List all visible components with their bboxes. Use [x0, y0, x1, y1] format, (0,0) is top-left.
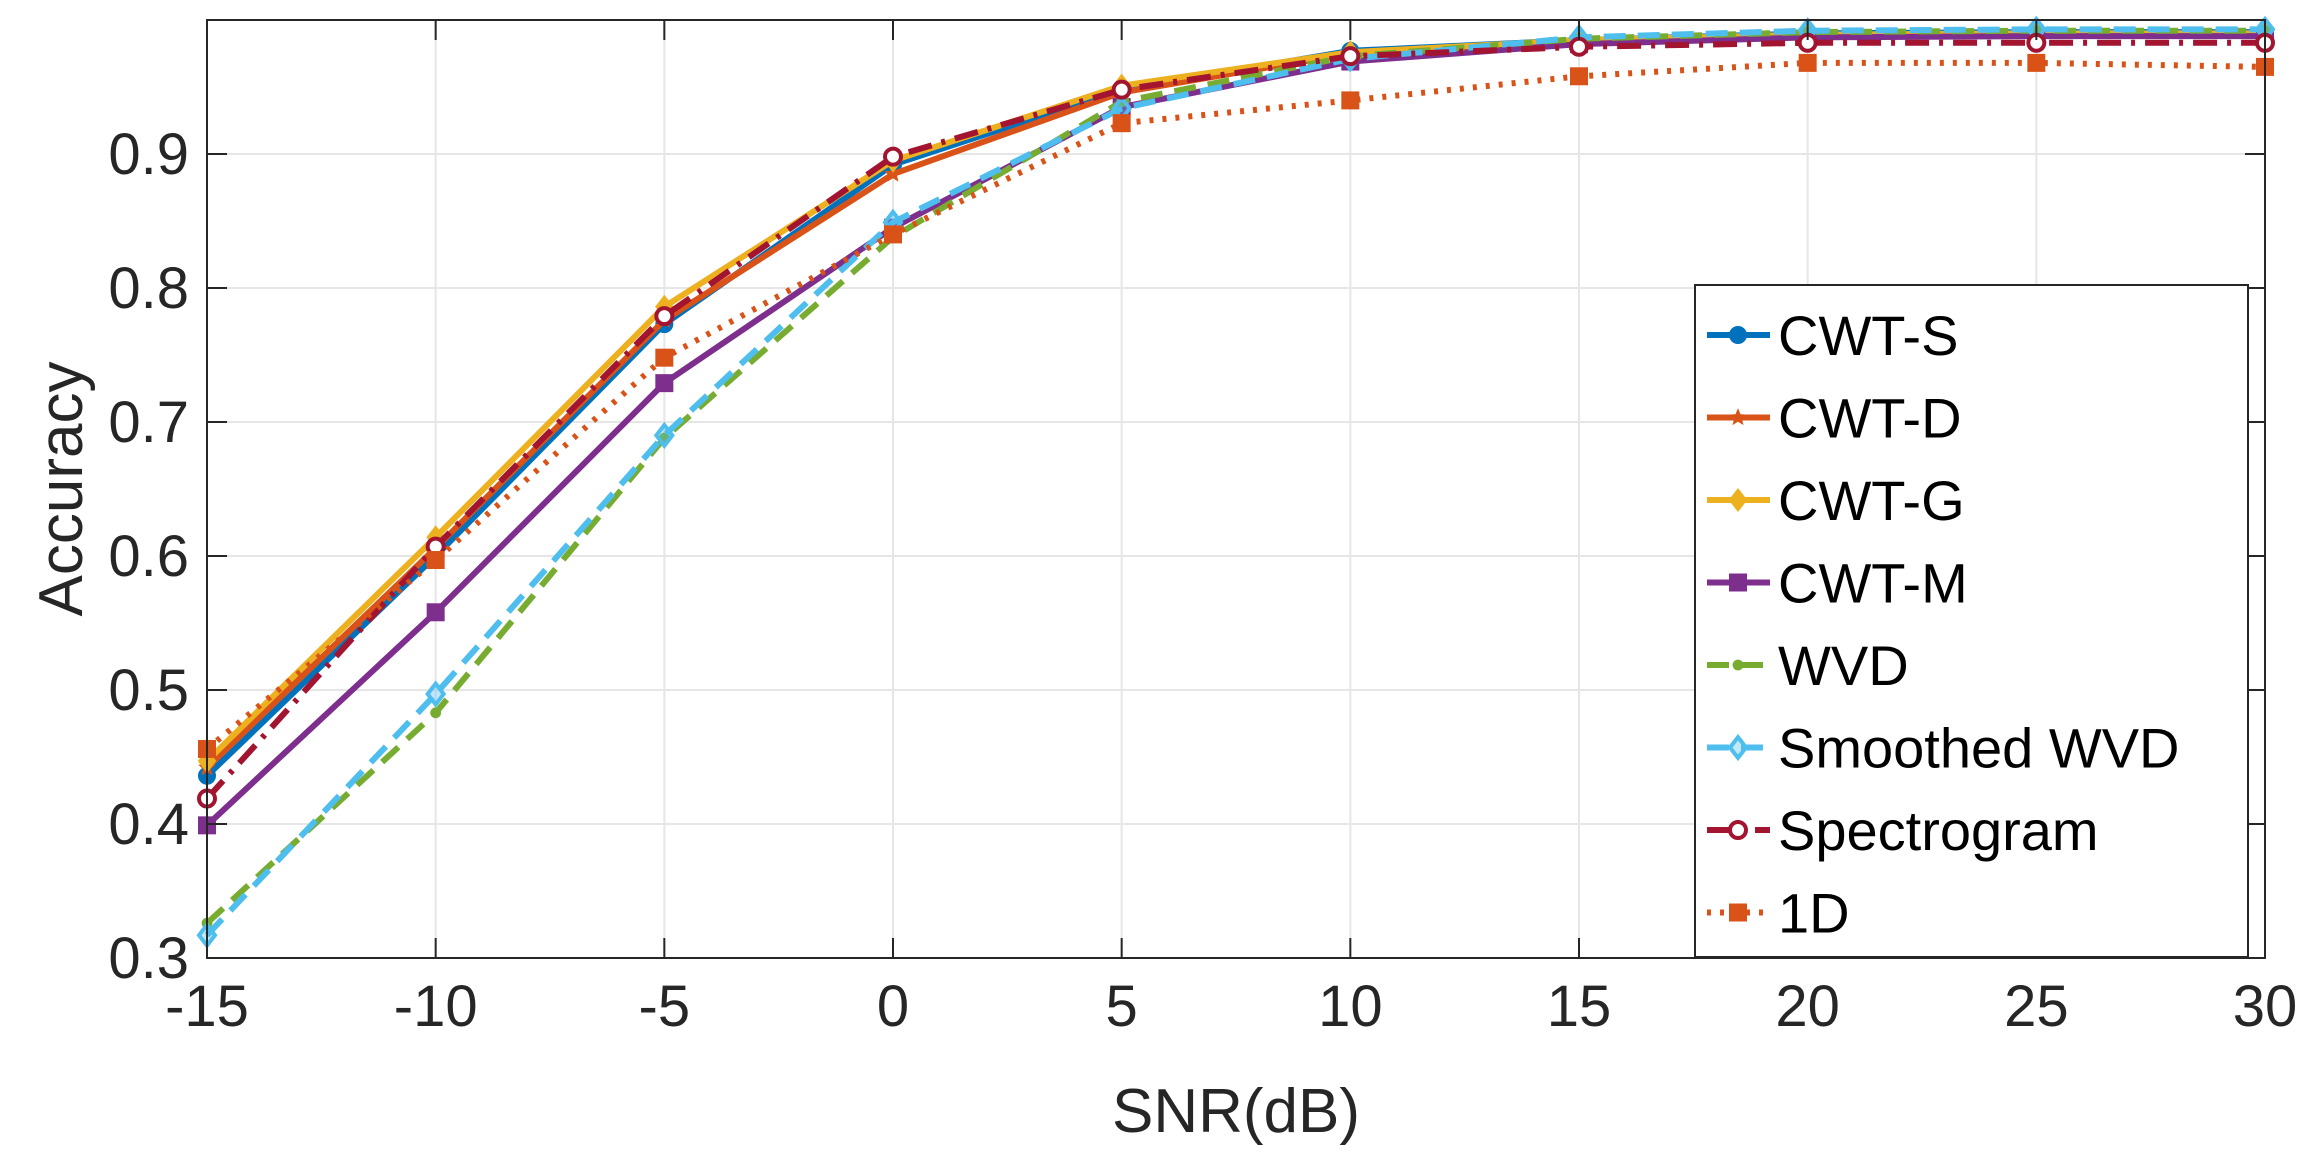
- y-tick-label: 0.7: [108, 390, 189, 455]
- axis-ticks: -15 -10 -5 0 5 10 15 20 25 30 0.3 0.4 0.5 0.6 0.7 0.8 0.…: [108, 20, 2297, 1039]
- x-tick-label: 20: [1775, 974, 1840, 1039]
- data-point: [1729, 326, 1747, 344]
- legend-label: 1D: [1778, 882, 1850, 945]
- data-point: [884, 164, 902, 182]
- data-point: [1340, 46, 1361, 67]
- legend-item-1d: 1D: [1707, 882, 1850, 945]
- data-point: [884, 225, 902, 244]
- data-point: [1729, 408, 1747, 426]
- data-point: [1341, 91, 1360, 110]
- data-point: [2027, 53, 2046, 72]
- legend-label: CWT-M: [1778, 552, 1968, 615]
- legend-box: [1694, 284, 2249, 958]
- series-line-smoothed-wvd: [204, 26, 2265, 938]
- x-tick-label: 30: [2233, 974, 2298, 1039]
- legend-label: Smoothed WVD: [1778, 717, 2180, 780]
- x-axis-label: SNR(dB): [1112, 1077, 1360, 1146]
- legend-label: WVD: [1778, 634, 1909, 697]
- data-point: [654, 306, 675, 327]
- data-point: [430, 707, 442, 719]
- data-point: [1112, 114, 1131, 133]
- data-point: [426, 603, 445, 622]
- data-point: [425, 680, 447, 708]
- series-line-spectrogram: [204, 39, 2265, 801]
- data-point: [1728, 487, 1748, 513]
- data-point: [1732, 659, 1744, 671]
- legend-item-smoothed-wvd: Smoothed WVD: [1707, 717, 2180, 780]
- legend-item-wvd: WVD: [1707, 634, 1909, 697]
- y-tick-label: 0.3: [108, 926, 189, 991]
- data-point: [1798, 53, 1817, 72]
- x-tick-label: -5: [639, 974, 691, 1039]
- x-tick-label: 10: [1318, 974, 1383, 1039]
- y-tick-label: 0.9: [108, 122, 189, 187]
- y-tick-label: 0.8: [108, 256, 189, 321]
- x-tick-label: 0: [877, 974, 909, 1039]
- data-point: [1729, 903, 1747, 922]
- legend-label: CWT-S: [1778, 304, 1958, 367]
- legend-item-cwt-d: CWT-D: [1707, 387, 1962, 450]
- data-point: [426, 551, 445, 570]
- data-point: [883, 146, 903, 167]
- data-point: [653, 421, 675, 450]
- legend-label: CWT-D: [1778, 387, 1962, 450]
- x-tick-label: 15: [1547, 974, 1612, 1039]
- legend-item-spectrogram: Spectrogram: [1707, 799, 2099, 862]
- y-tick-label: 0.4: [108, 792, 189, 857]
- data-point: [1728, 820, 1748, 840]
- data-point: [1570, 67, 1588, 86]
- y-tick-label: 0.5: [108, 658, 189, 723]
- data-point: [1727, 733, 1749, 762]
- legend-item-cwt-m: CWT-M: [1707, 552, 1968, 615]
- legend-label: Spectrogram: [1778, 799, 2099, 862]
- data-point: [1111, 79, 1132, 100]
- x-tick-label: -15: [165, 974, 249, 1039]
- data-point: [655, 348, 674, 367]
- data-point: [655, 374, 674, 393]
- x-tick-label: -10: [394, 974, 478, 1039]
- legend-label: CWT-G: [1778, 469, 1965, 532]
- legend: CWT-S CWT-D CWT-G CWT-M WVD Smoothed WVD Spect…: [1694, 284, 2249, 958]
- y-tick-label: 0.6: [108, 524, 189, 589]
- x-tick-label: 25: [2004, 974, 2069, 1039]
- legend-item-cwt-g: CWT-G: [1707, 469, 1965, 532]
- data-point: [1569, 36, 1589, 57]
- axes-box: [206, 19, 2266, 959]
- legend-item-cwt-s: CWT-S: [1707, 304, 1958, 367]
- x-tick-label: 5: [1106, 974, 1138, 1039]
- y-axis-label: Accuracy: [27, 362, 96, 617]
- data-point: [1729, 573, 1747, 592]
